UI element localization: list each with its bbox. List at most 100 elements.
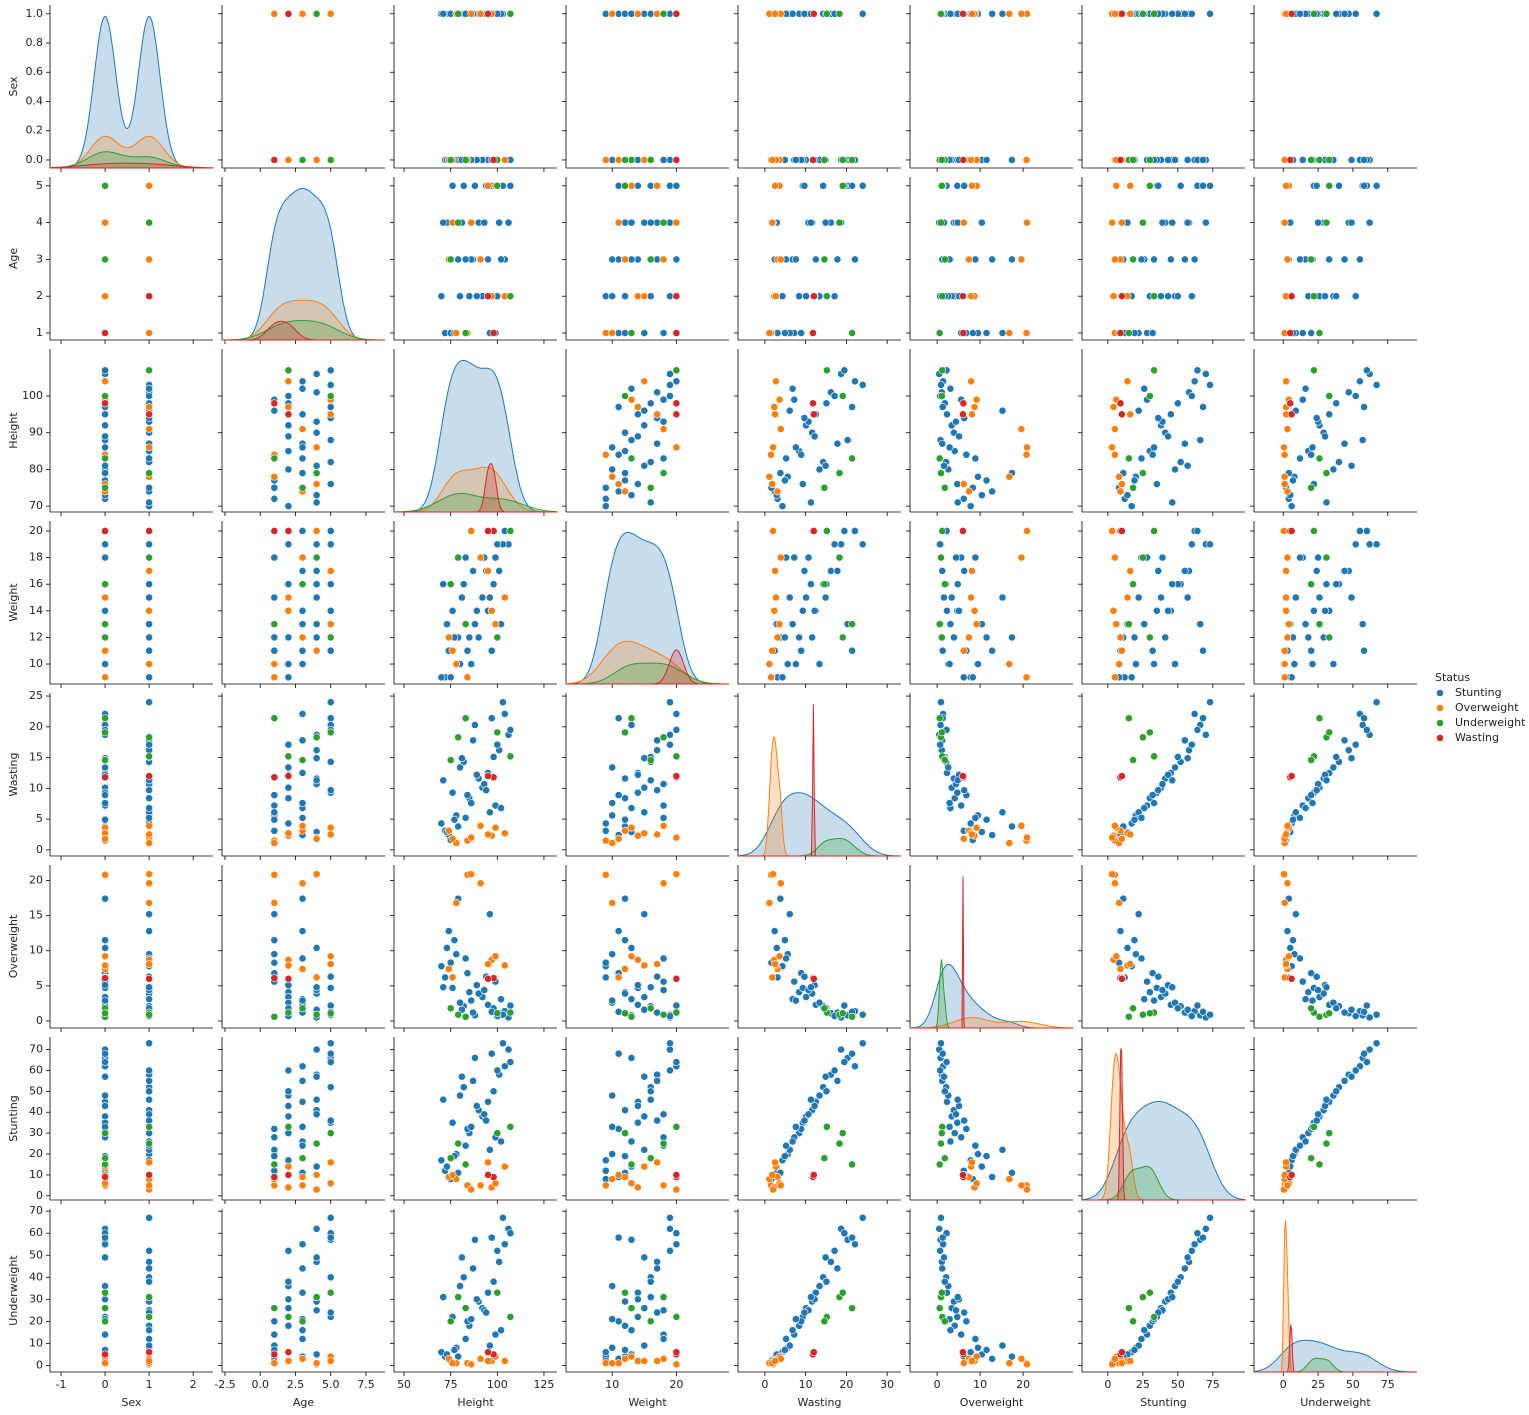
- scatter-point: [497, 995, 505, 1004]
- scatter-point: [858, 9, 867, 18]
- scatter-point: [270, 899, 279, 907]
- scatter-point: [284, 1171, 293, 1179]
- scatter-point: [1286, 156, 1295, 164]
- scatter-point: [646, 458, 655, 466]
- scatter-point: [608, 1282, 617, 1290]
- scatter-point: [1280, 450, 1289, 459]
- scatter-point: [788, 1326, 797, 1335]
- scatter-point: [672, 218, 681, 227]
- scatter-point: [1180, 566, 1189, 575]
- legend-label: Stunting: [1455, 686, 1502, 699]
- scatter-point: [467, 833, 476, 842]
- scatter-point: [298, 454, 307, 463]
- scatter-point: [312, 566, 321, 575]
- scatter-point: [1117, 646, 1126, 655]
- scatter-point: [939, 1240, 948, 1249]
- scatter-point: [1117, 834, 1126, 843]
- scatter-point: [461, 553, 470, 562]
- scatter-point: [780, 329, 789, 337]
- scatter-point: [101, 469, 109, 477]
- scatter-point: [621, 392, 629, 400]
- scatter-point: [960, 1116, 969, 1125]
- scatter-point: [988, 646, 997, 655]
- scatter-point: [1332, 1004, 1341, 1013]
- scatter-point: [467, 1122, 476, 1131]
- scatter-point: [1109, 606, 1118, 615]
- legend-marker: [1436, 689, 1444, 697]
- scatter-point: [270, 936, 279, 945]
- scatter-point: [958, 410, 967, 419]
- scatter-point: [614, 927, 623, 935]
- scatter-point: [298, 996, 307, 1005]
- scatter-point: [484, 566, 492, 575]
- scatter-point: [943, 606, 951, 615]
- scatter-point: [298, 646, 307, 655]
- scatter-point: [298, 1097, 307, 1106]
- scatter-point: [653, 960, 662, 968]
- scatter-point: [672, 726, 681, 734]
- scatter-point: [659, 425, 668, 433]
- scatter-point: [454, 9, 463, 18]
- scatter-point: [940, 461, 948, 470]
- scatter-point: [627, 1352, 636, 1361]
- scatter-point: [1296, 954, 1304, 963]
- scatter-point: [1360, 156, 1368, 164]
- scatter-point: [938, 1264, 947, 1273]
- scatter-point: [659, 879, 668, 888]
- scatter-point: [298, 566, 307, 575]
- scatter-point: [1315, 593, 1324, 602]
- scatter-point: [1304, 633, 1313, 642]
- scatter-point: [437, 673, 446, 682]
- scatter-point: [469, 566, 477, 575]
- x-tick-label: 10: [973, 1378, 987, 1391]
- scatter-point: [326, 1083, 335, 1092]
- scatter-point: [621, 1321, 629, 1330]
- scatter-point: [298, 633, 307, 642]
- scatter-point: [1308, 799, 1317, 808]
- scatter-point: [1173, 292, 1182, 301]
- scatter-point: [298, 965, 307, 973]
- scatter-point: [627, 329, 636, 337]
- scatter-point: [935, 1224, 944, 1233]
- scatter-point: [1372, 1010, 1381, 1019]
- scatter-point: [312, 469, 321, 477]
- scatter-point: [463, 673, 472, 682]
- scatter-point: [484, 292, 492, 301]
- y-tick-label: 20: [29, 873, 43, 886]
- scatter-point: [621, 1152, 629, 1161]
- scatter-point: [145, 255, 154, 264]
- scatter-point: [101, 1049, 109, 1058]
- scatter-point: [835, 218, 844, 227]
- scatter-point: [820, 580, 829, 589]
- scatter-point: [1166, 255, 1175, 264]
- scatter-point: [1344, 388, 1353, 397]
- scatter-point: [298, 813, 307, 822]
- scatter-point: [633, 9, 642, 18]
- scatter-point: [270, 1317, 279, 1326]
- scatter-point: [1150, 9, 1158, 18]
- scatter-point: [633, 1102, 642, 1110]
- scatter-point: [1180, 9, 1189, 18]
- scatter-point: [145, 1335, 154, 1343]
- scatter-point: [101, 981, 109, 990]
- scatter-point: [471, 1235, 479, 1244]
- scatter-point: [782, 1141, 790, 1150]
- scatter-point: [1301, 995, 1310, 1004]
- scatter-point: [968, 830, 976, 839]
- scatter-point: [633, 432, 642, 441]
- scatter-point: [1124, 620, 1133, 629]
- scatter-point: [621, 989, 629, 998]
- scatter-point: [270, 494, 279, 503]
- scatter-point: [937, 156, 946, 164]
- scatter-point: [998, 1145, 1007, 1154]
- scatter-point: [443, 1162, 451, 1171]
- scatter-point: [270, 801, 279, 810]
- scatter-point: [633, 981, 642, 990]
- scatter-point: [809, 1171, 818, 1179]
- scatter-point: [500, 1240, 509, 1249]
- scatter-point: [659, 733, 668, 742]
- scatter-point: [608, 811, 617, 820]
- scatter-point: [1199, 1233, 1207, 1242]
- scatter-point: [491, 553, 500, 562]
- scatter-point: [791, 255, 800, 264]
